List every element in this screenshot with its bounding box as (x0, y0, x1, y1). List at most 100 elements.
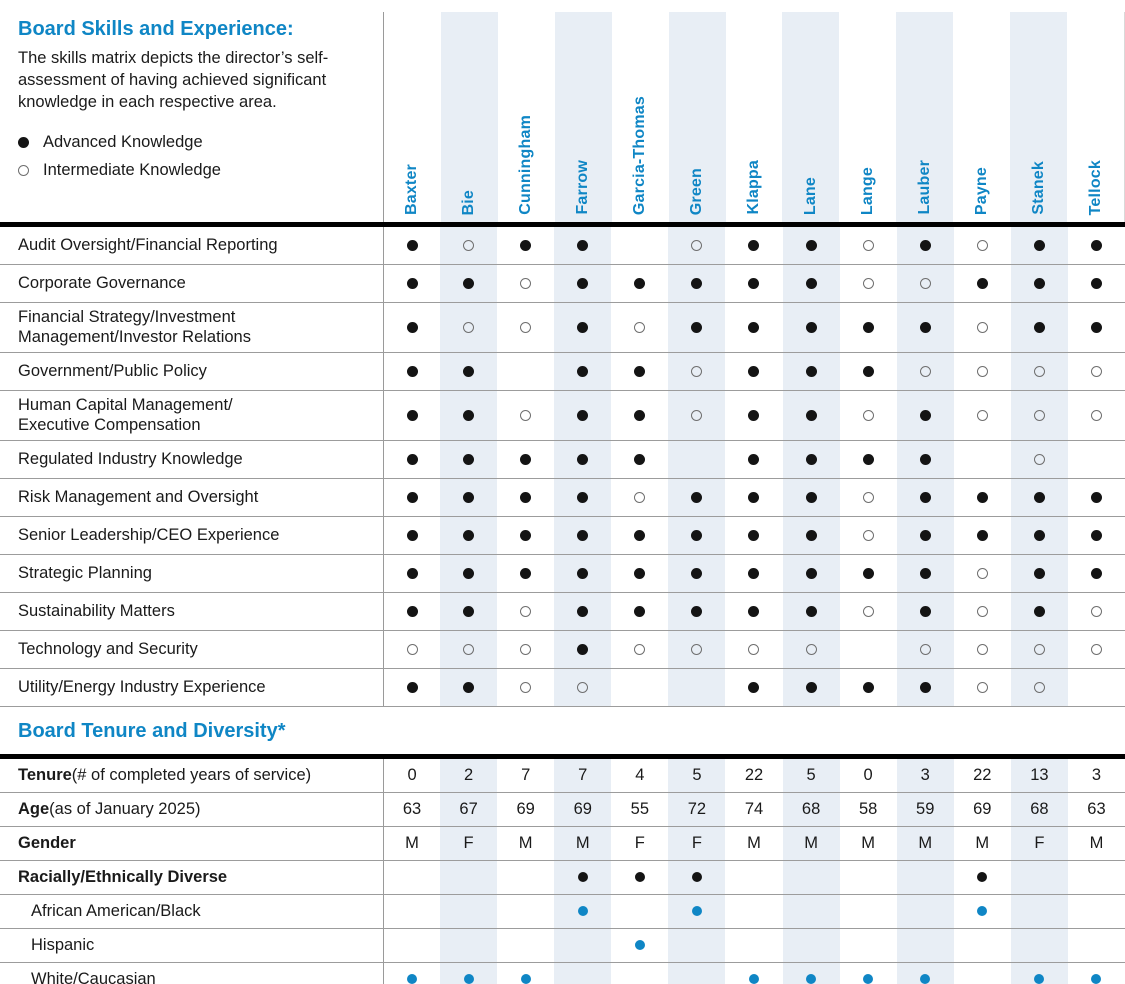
skill-row-label: Audit Oversight/Financial Reporting (18, 236, 278, 255)
director-column-header: Lane (782, 12, 840, 222)
skill-cell (383, 390, 440, 440)
skill-cell (840, 227, 897, 264)
tenure-cell: 22 (954, 759, 1011, 792)
skill-row-label: Strategic Planning (18, 564, 152, 583)
tenure-cell: M (383, 826, 440, 860)
advanced-knowledge-dot (748, 605, 760, 617)
tenure-cell: 2 (440, 758, 498, 792)
advanced-knowledge-dot (862, 321, 874, 333)
intermediate-knowledge-dot (976, 240, 988, 251)
skill-cell (840, 593, 897, 630)
skill-cell (554, 390, 612, 440)
diversity-dot-blue (920, 974, 931, 984)
intermediate-knowledge-dot (1033, 643, 1045, 655)
skill-cell (1010, 440, 1068, 478)
skill-cell (1068, 441, 1125, 478)
intermediate-knowledge-dot (1090, 643, 1102, 655)
tenure-cell: M (497, 827, 554, 860)
tenure-row-label-rest: (# of completed years of service) (71, 766, 312, 785)
skill-cell (954, 441, 1011, 478)
skill-cell (1068, 517, 1125, 554)
advanced-knowledge-dot (748, 567, 760, 579)
tenure-cell: M (1068, 827, 1125, 860)
intermediate-knowledge-dot (862, 240, 874, 251)
skill-cell (954, 593, 1011, 630)
tenure-cell (440, 928, 498, 962)
advanced-knowledge-dot (577, 453, 589, 465)
skill-cell (954, 517, 1011, 554)
tenure-cell (896, 962, 954, 984)
advanced-knowledge-dot (1090, 278, 1102, 289)
tenure-cell (554, 962, 612, 984)
intermediate-knowledge-dot (1033, 453, 1045, 465)
advanced-knowledge-dot (805, 409, 817, 421)
skill-cell (840, 353, 897, 390)
advanced-knowledge-dot (691, 605, 703, 617)
advanced-knowledge-dot (577, 278, 589, 289)
tenure-row-label-bold: Tenure (18, 766, 72, 785)
diversity-dot-blue (463, 974, 474, 984)
skill-cell (440, 227, 498, 264)
skill-cell (725, 555, 782, 592)
tenure-cell (840, 963, 897, 984)
skill-cell (782, 265, 840, 302)
tenure-cell (611, 963, 668, 984)
tenure-cell-value: M (918, 833, 933, 852)
tenure-cell: 3 (896, 758, 954, 792)
tenure-cell-value: 69 (973, 799, 992, 818)
advanced-knowledge-dot (520, 567, 532, 579)
skill-row-label: Government/Public Policy (18, 362, 207, 381)
diversity-dot-black (634, 872, 645, 883)
skill-cell (954, 631, 1011, 668)
skill-cell (383, 478, 440, 516)
advanced-knowledge-dot (634, 529, 646, 541)
director-column-header: Baxter (384, 12, 441, 222)
tenure-cell (668, 928, 726, 962)
skill-cell (782, 390, 840, 440)
matrix-header: Board Skills and Experience: The skills … (0, 0, 1125, 222)
advanced-knowledge-dot (463, 681, 475, 693)
advanced-knowledge-dot (748, 321, 760, 333)
intermediate-knowledge-dot (976, 605, 988, 617)
advanced-knowledge-dot (1090, 491, 1102, 503)
director-name-label: Green (688, 167, 706, 215)
tenure-cell-value: 0 (863, 765, 873, 784)
skill-cell (383, 592, 440, 630)
tenure-cell-value: 74 (744, 799, 764, 818)
tenure-cell: 3 (1068, 759, 1125, 792)
advanced-knowledge-dot (1090, 567, 1102, 579)
advanced-knowledge-dot (577, 567, 589, 579)
skill-cell (1010, 303, 1068, 352)
skill-cell (497, 303, 554, 352)
director-column-header: Klappa (726, 12, 783, 222)
advanced-knowledge-dot (634, 605, 646, 617)
skill-cell (1010, 352, 1068, 390)
tenure-cell-value: 55 (630, 799, 650, 818)
intermediate-knowledge-dot (520, 409, 532, 421)
skill-cell (840, 555, 897, 592)
skill-cell (611, 669, 668, 706)
skill-cell (554, 554, 612, 592)
skill-cell (954, 479, 1011, 516)
skill-row: Government/Public Policy (0, 352, 1125, 391)
diversity-dot-blue (634, 940, 645, 951)
tenure-cell (611, 895, 668, 928)
skill-cell (1010, 227, 1068, 264)
intermediate-knowledge-dot (976, 365, 988, 377)
skill-cell (668, 630, 726, 668)
tenure-row-label-bold: Gender (18, 834, 76, 853)
intermediate-knowledge-dot (463, 643, 475, 655)
skill-cell (896, 554, 954, 592)
intermediate-knowledge-dot (862, 605, 874, 617)
skill-cell (954, 353, 1011, 390)
skill-cell (497, 517, 554, 554)
intermediate-knowledge-dot (406, 643, 418, 655)
intermediate-knowledge-dot (1033, 365, 1045, 377)
skill-cell (383, 265, 440, 302)
tenure-cell (782, 860, 840, 894)
tenure-cell-value: 4 (635, 765, 645, 784)
tenure-cell-value: 69 (516, 799, 535, 818)
advanced-knowledge-dot (919, 491, 931, 503)
skill-cell (725, 631, 782, 668)
tenure-cell-value: 13 (1030, 765, 1049, 784)
